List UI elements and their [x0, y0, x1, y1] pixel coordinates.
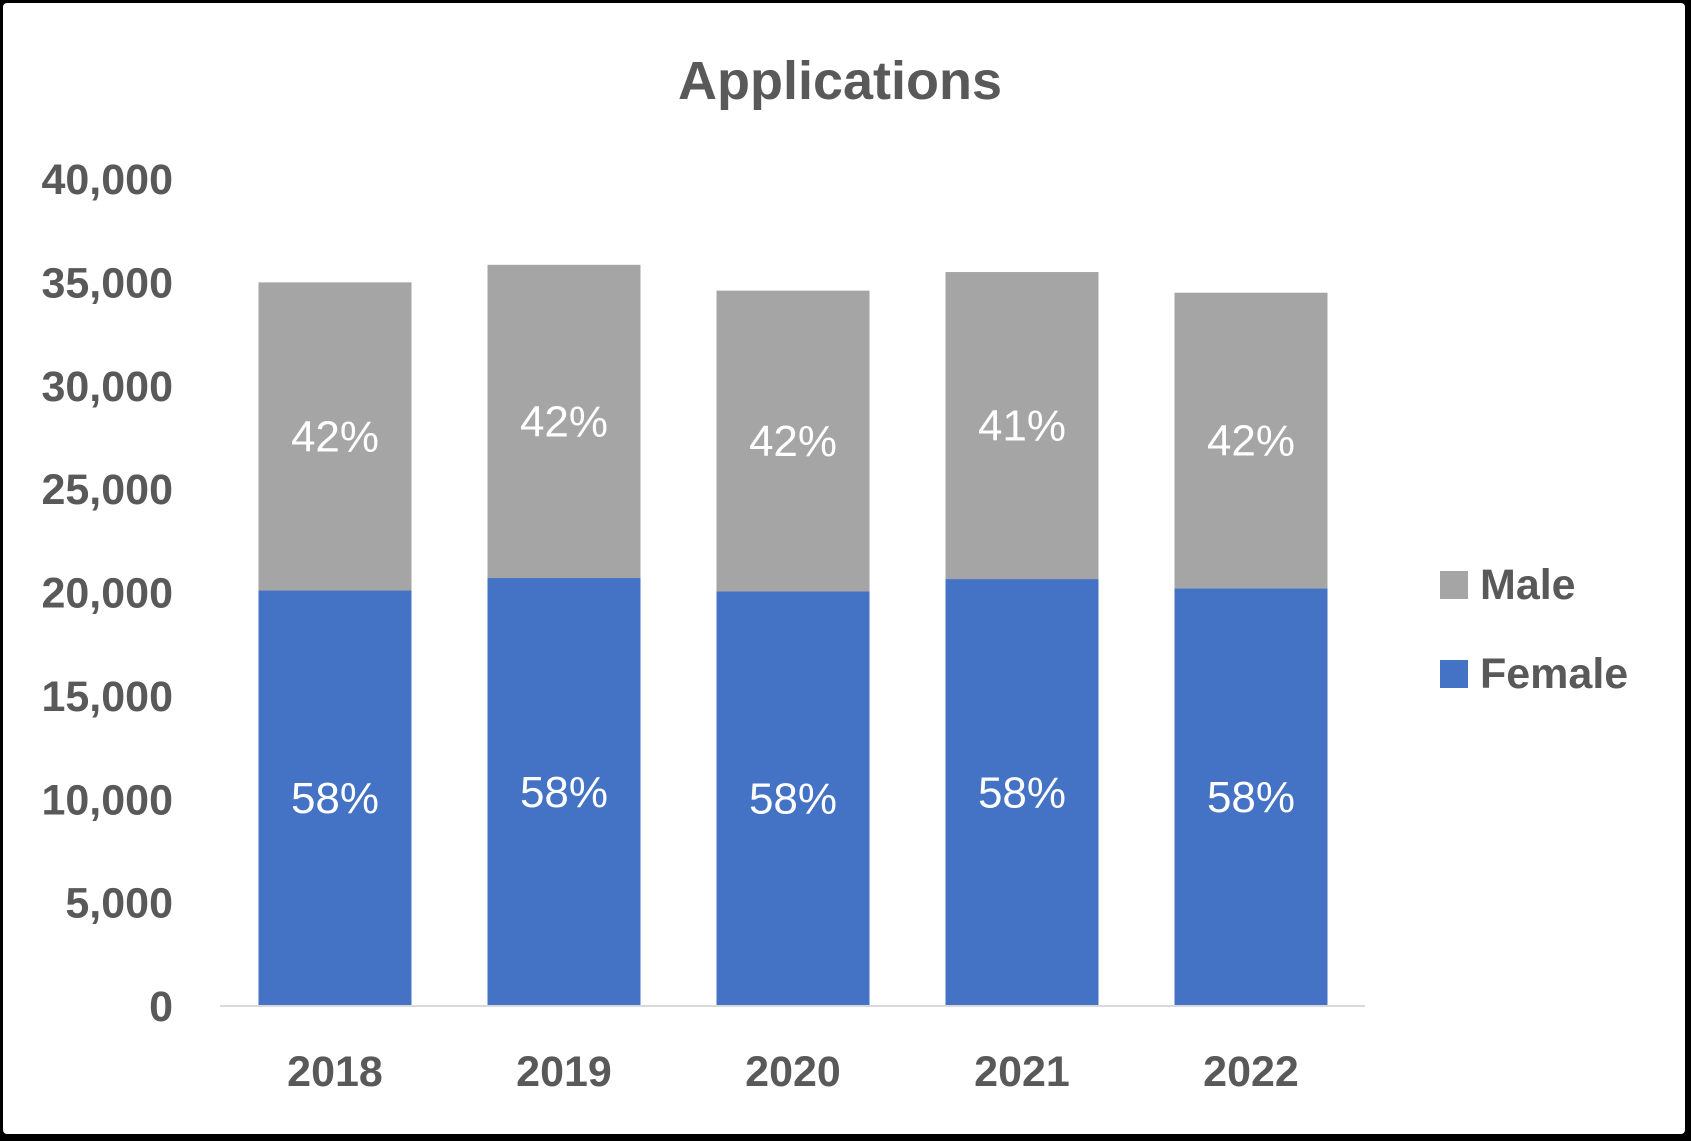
- x-axis: 2018 2019 2020 2021 2022: [287, 1048, 1299, 1096]
- y-tick-label: 25,000: [41, 466, 173, 514]
- bar-male-2021: [945, 272, 1099, 580]
- bar-male-2020: [716, 290, 870, 592]
- bar-female-2020: [716, 591, 870, 1006]
- y-tick-label: 40,000: [41, 156, 173, 204]
- legend-label-female: Female: [1480, 650, 1628, 698]
- y-tick-label: 30,000: [41, 363, 173, 411]
- data-labels-group: 58% 42% 58% 42% 58% 42% 58% 41% 58% 42%: [291, 397, 1295, 823]
- y-tick-label: 15,000: [41, 673, 173, 721]
- bar-female-2018: [258, 590, 412, 1006]
- legend-swatch-male: [1440, 571, 1468, 599]
- data-label-male-2019: 42%: [520, 397, 608, 446]
- data-label-female-2018: 58%: [291, 774, 379, 823]
- y-tick-label: 5,000: [65, 880, 173, 928]
- chart-frame: Applications 0 5,000 10,000 15,000 20,000 25,…: [3, 3, 1685, 1134]
- data-label-male-2022: 42%: [1207, 417, 1295, 466]
- bars-group: [258, 264, 1328, 1006]
- bar-male-2018: [258, 282, 412, 591]
- data-label-male-2020: 42%: [749, 417, 837, 466]
- bar-female-2019: [487, 578, 641, 1006]
- data-label-female-2019: 58%: [520, 768, 608, 817]
- bar-male-2019: [487, 264, 641, 579]
- legend-swatch-female: [1440, 660, 1468, 688]
- data-label-female-2020: 58%: [749, 775, 837, 824]
- y-tick-label: 10,000: [41, 776, 173, 824]
- y-tick-label: 0: [149, 983, 173, 1031]
- x-tick-label: 2022: [1203, 1048, 1299, 1096]
- data-label-male-2021: 41%: [978, 402, 1066, 451]
- bar-female-2022: [1174, 588, 1328, 1006]
- y-tick-label: 35,000: [41, 259, 173, 307]
- bar-female-2021: [945, 579, 1099, 1006]
- legend-label-male: Male: [1480, 561, 1576, 609]
- x-tick-label: 2019: [516, 1048, 612, 1096]
- x-tick-label: 2020: [745, 1048, 841, 1096]
- chart-title: Applications: [678, 51, 1002, 111]
- legend: Male Female: [1440, 561, 1628, 698]
- bar-chart: Applications 0 5,000 10,000 15,000 20,000 25,…: [41, 51, 1628, 1096]
- x-tick-label: 2021: [974, 1048, 1070, 1096]
- y-axis: 0 5,000 10,000 15,000 20,000 25,000 30,000 35,0…: [41, 156, 173, 1031]
- x-tick-label: 2018: [287, 1048, 383, 1096]
- y-tick-label: 20,000: [41, 570, 173, 618]
- data-label-female-2022: 58%: [1207, 773, 1295, 822]
- bar-male-2022: [1174, 292, 1328, 589]
- data-label-male-2018: 42%: [291, 412, 379, 461]
- data-label-female-2021: 58%: [978, 769, 1066, 818]
